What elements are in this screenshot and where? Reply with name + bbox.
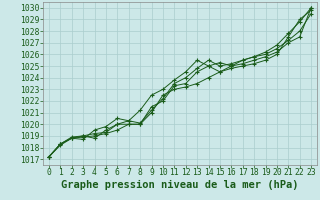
- X-axis label: Graphe pression niveau de la mer (hPa): Graphe pression niveau de la mer (hPa): [61, 180, 299, 190]
